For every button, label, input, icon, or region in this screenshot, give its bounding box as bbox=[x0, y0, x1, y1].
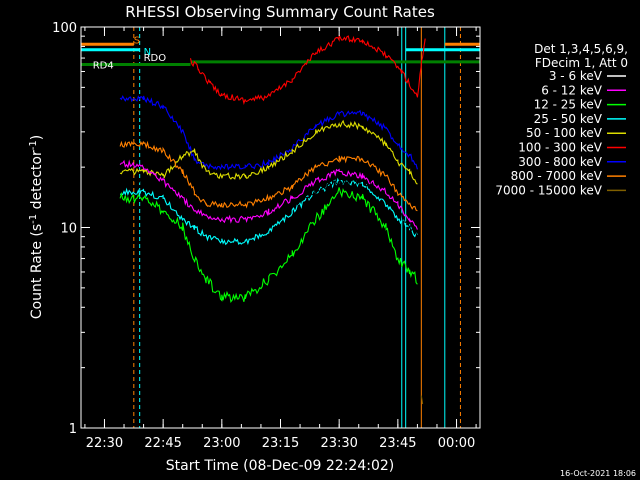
y-axis-label-exp2: -1 bbox=[28, 140, 39, 150]
series-line bbox=[119, 140, 418, 212]
x-tick-label: 23:00 bbox=[203, 436, 240, 451]
legend-entry-label: 300 - 800 keV bbox=[518, 155, 602, 169]
series-300-800-kev bbox=[119, 95, 418, 171]
y-tick-label: 100 bbox=[52, 21, 77, 36]
legend-entry-label: 12 - 25 keV bbox=[534, 98, 603, 112]
legend-entry-label: 3 - 6 keV bbox=[549, 69, 603, 83]
series-800-7000-kev bbox=[119, 140, 418, 212]
y-axis-label: Count Rate (s-1 detector-1) bbox=[28, 135, 45, 319]
x-axis: 22:30 22:45 23:00 23:15 23:30 23:45 00:00 bbox=[84, 27, 477, 451]
series-50-100-kev bbox=[119, 119, 418, 185]
series-7000-15000-kev bbox=[420, 395, 424, 405]
series-line bbox=[119, 95, 418, 171]
y-tick-label: 1 bbox=[69, 422, 77, 437]
series-line bbox=[120, 177, 418, 246]
x-tick-label: 23:15 bbox=[262, 436, 299, 451]
y-axis-label-mid: detector bbox=[29, 150, 45, 214]
series-3-6-kev bbox=[120, 177, 418, 238]
series-6-12-kev bbox=[119, 159, 418, 230]
x-tick-label: 22:45 bbox=[144, 436, 181, 451]
legend-header-line: Det 1,3,4,5,6,9, bbox=[534, 42, 628, 56]
x-tick-label: 22:30 bbox=[86, 436, 123, 451]
legend-entry-label: 100 - 300 keV bbox=[518, 141, 602, 155]
legend-entry-label: 7000 - 15000 keV bbox=[495, 183, 602, 197]
series-line bbox=[120, 177, 418, 238]
y-axis-label-exp1: -1 bbox=[28, 214, 39, 224]
mode-change-lines bbox=[80, 27, 461, 428]
flag-rd4-label: RD4 bbox=[93, 61, 114, 72]
series-line bbox=[189, 35, 426, 106]
flag-s-label: S bbox=[134, 35, 140, 46]
series-line bbox=[119, 119, 418, 185]
y-axis-label-main: Count Rate (s bbox=[29, 224, 45, 319]
flag-rdo-label: RDO bbox=[144, 53, 167, 64]
x-tick-label: 23:30 bbox=[320, 436, 357, 451]
legend-entry-label: 25 - 50 keV bbox=[534, 112, 603, 126]
y-axis: 1 10 100 bbox=[52, 21, 480, 437]
series-line bbox=[119, 187, 418, 304]
x-tick-label: 23:45 bbox=[379, 436, 416, 451]
legend-entry-label: 6 - 12 keV bbox=[541, 83, 603, 97]
y-tick-label: 10 bbox=[60, 222, 77, 237]
series-25-50-kev bbox=[120, 177, 418, 246]
legend-entry-label: 50 - 100 keV bbox=[526, 126, 603, 140]
legend-header-line: FDecim 1, Att 0 bbox=[535, 56, 628, 70]
x-axis-label: Start Time (08-Dec-09 22:24:02) bbox=[166, 458, 394, 474]
series-100-300-kev bbox=[189, 35, 426, 106]
chart-title: RHESSI Observing Summary Count Rates bbox=[125, 3, 435, 21]
series-group bbox=[119, 35, 426, 405]
y-axis-label-end: ) bbox=[29, 135, 45, 140]
series-12-25-kev bbox=[119, 187, 418, 304]
legend-entry-label: 800 - 7000 keV bbox=[511, 169, 603, 183]
flag-n-label: N bbox=[144, 47, 151, 58]
legend: Det 1,3,4,5,6,9,FDecim 1, Att 03 - 6 keV… bbox=[495, 42, 628, 197]
series-line bbox=[420, 395, 424, 405]
x-tick-label: 00:00 bbox=[438, 436, 475, 451]
footer-timestamp: 16-Oct-2021 18:06 bbox=[560, 469, 636, 478]
series-line bbox=[119, 159, 418, 230]
